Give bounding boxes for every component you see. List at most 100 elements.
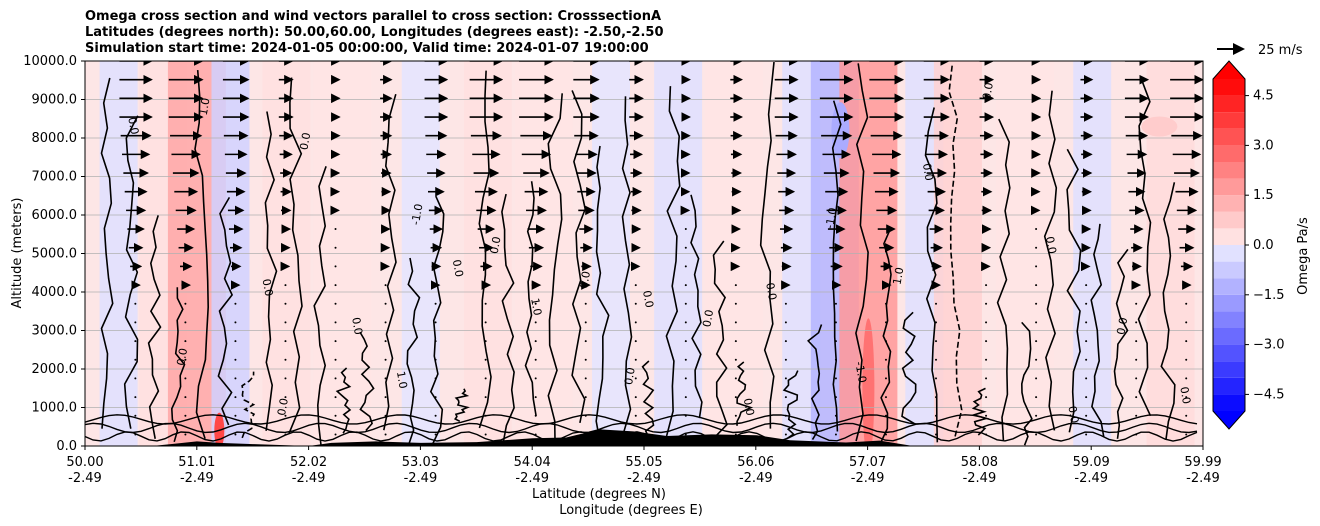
y-tick-label: 3000.0 bbox=[32, 324, 78, 339]
wind-vector bbox=[334, 302, 337, 305]
wind-vector bbox=[534, 396, 537, 399]
wind-vector bbox=[1135, 321, 1138, 324]
wind-vector bbox=[784, 433, 787, 436]
wind-vector bbox=[534, 340, 537, 343]
contour-label-text: 0.0 bbox=[450, 259, 466, 278]
wind-vector bbox=[434, 302, 437, 305]
y-tick-label: 7000.0 bbox=[32, 170, 78, 185]
wind-vector bbox=[134, 414, 137, 417]
contour-label-text: 0.0 bbox=[349, 316, 365, 335]
colorbar-segment bbox=[1213, 377, 1245, 395]
x-tick-label-lat: 53.03 bbox=[402, 455, 439, 470]
wind-vector bbox=[1035, 433, 1038, 436]
contour-line bbox=[170, 287, 186, 443]
colorbar-extend-min bbox=[1213, 411, 1245, 429]
colorbar-segment bbox=[1213, 162, 1245, 179]
wind-vector bbox=[1085, 284, 1088, 287]
wind-vector bbox=[985, 377, 988, 380]
contour-line bbox=[665, 86, 681, 437]
wind-vector bbox=[684, 284, 687, 287]
wind-vector bbox=[1035, 302, 1038, 305]
wind-vector bbox=[134, 340, 137, 343]
contour-line bbox=[901, 311, 917, 425]
contour-label-text: -1.0 bbox=[823, 207, 840, 230]
wind-vector bbox=[684, 358, 687, 361]
omega-column bbox=[1073, 61, 1112, 446]
contour-line bbox=[641, 360, 655, 443]
wind-vector bbox=[334, 228, 337, 231]
wind-vector bbox=[1085, 358, 1088, 361]
wind-vector bbox=[334, 414, 337, 417]
wind-vector bbox=[684, 414, 687, 417]
wind-vector bbox=[184, 340, 187, 343]
wind-vector bbox=[434, 396, 437, 399]
wind-vector bbox=[985, 321, 988, 324]
wind-vector bbox=[1135, 302, 1138, 305]
wind-vector bbox=[384, 396, 387, 399]
wind-vector bbox=[184, 358, 187, 361]
contour-label-text: 0.0 bbox=[622, 366, 638, 385]
colorbar-tick-label: −4.5 bbox=[1253, 387, 1285, 402]
wind-vector bbox=[584, 414, 587, 417]
colorbar-tick-label: 4.5 bbox=[1253, 89, 1274, 104]
colorbar-segment bbox=[1213, 112, 1245, 129]
wind-vector bbox=[1035, 246, 1038, 249]
wind-vector bbox=[834, 340, 837, 343]
contour-line bbox=[406, 257, 421, 444]
wind-vector bbox=[384, 321, 387, 324]
contour-line bbox=[264, 111, 278, 431]
contour-line bbox=[736, 361, 754, 426]
wind-vector bbox=[784, 396, 787, 399]
wind-vector bbox=[1085, 414, 1088, 417]
wind-vector bbox=[834, 396, 837, 399]
wind-vector bbox=[684, 302, 687, 305]
x-tick-label-lat: 50.00 bbox=[66, 455, 103, 470]
contour-line bbox=[217, 196, 234, 426]
contour-label-text: 1.0 bbox=[394, 370, 410, 389]
wind-vector bbox=[1185, 321, 1188, 324]
x-tick-label-lon: -2.49 bbox=[180, 471, 214, 486]
x-tick-label-lon: -2.49 bbox=[1186, 471, 1220, 486]
wind-vector bbox=[784, 302, 787, 305]
x-tick-label-lon: -2.49 bbox=[404, 471, 438, 486]
wind-vector bbox=[334, 246, 337, 249]
wind-vector bbox=[334, 396, 337, 399]
wind-vector bbox=[384, 302, 387, 305]
wind-vector bbox=[985, 358, 988, 361]
wind-vector bbox=[935, 433, 938, 436]
contour-line bbox=[690, 194, 703, 419]
wind-vector bbox=[484, 321, 487, 324]
wind-vector bbox=[434, 377, 437, 380]
x-tick-label-lon: -2.49 bbox=[851, 471, 885, 486]
wind-vector bbox=[384, 377, 387, 380]
wind-vector bbox=[234, 340, 237, 343]
wind-vector bbox=[834, 414, 837, 417]
contour-line-low bbox=[85, 422, 1198, 434]
wind-vector bbox=[584, 321, 587, 324]
omega-cell-positive bbox=[214, 412, 225, 446]
wind-vector bbox=[134, 321, 137, 324]
wind-vector bbox=[534, 358, 537, 361]
wind-vector bbox=[334, 321, 337, 324]
wind-vector bbox=[634, 414, 637, 417]
wind-vector bbox=[1135, 414, 1138, 417]
wind-vector bbox=[834, 302, 837, 305]
wind-vector bbox=[284, 302, 287, 305]
colorbar-label: Omega Pa/s bbox=[1296, 217, 1311, 295]
wind-vector bbox=[534, 377, 537, 380]
wind-vector bbox=[634, 321, 637, 324]
contour-label-text: 1.0 bbox=[528, 297, 544, 316]
contour-line bbox=[759, 61, 775, 429]
wind-vector bbox=[684, 340, 687, 343]
x-tick-label-lon: -2.49 bbox=[739, 471, 773, 486]
wind-vector bbox=[234, 358, 237, 361]
y-tick-label: 6000.0 bbox=[32, 208, 78, 223]
contour-label-text: 0.0 bbox=[125, 116, 141, 135]
x-axis-label-latitude: Latitude (degrees N) bbox=[532, 487, 666, 502]
wind-vector bbox=[484, 302, 487, 305]
wind-vector bbox=[884, 377, 887, 380]
wind-vector bbox=[1185, 302, 1188, 305]
contour-line-low bbox=[85, 414, 1198, 425]
omega-cell-negative bbox=[831, 102, 850, 159]
